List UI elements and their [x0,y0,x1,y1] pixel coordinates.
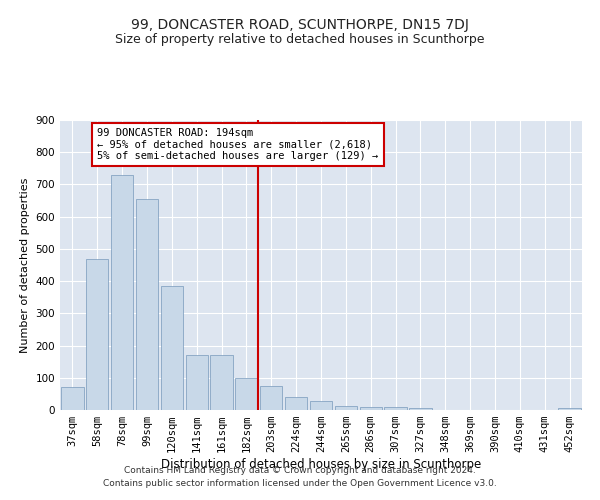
Bar [136,199,158,410]
Bar [111,175,133,410]
Bar [86,258,109,410]
Text: Contains HM Land Registry data © Crown copyright and database right 2024.
Contai: Contains HM Land Registry data © Crown c… [103,466,497,487]
Bar [161,286,183,410]
Text: Size of property relative to detached houses in Scunthorpe: Size of property relative to detached ho… [115,32,485,46]
Bar [559,408,581,410]
Text: 99 DONCASTER ROAD: 194sqm
← 95% of detached houses are smaller (2,618)
5% of sem: 99 DONCASTER ROAD: 194sqm ← 95% of detac… [97,128,379,162]
Bar [235,378,257,410]
Bar [285,397,307,410]
Bar [409,408,431,410]
Bar [260,386,283,410]
Bar [335,406,357,410]
Bar [385,407,407,410]
Bar [211,355,233,410]
Bar [359,407,382,410]
Bar [310,402,332,410]
Text: 99, DONCASTER ROAD, SCUNTHORPE, DN15 7DJ: 99, DONCASTER ROAD, SCUNTHORPE, DN15 7DJ [131,18,469,32]
Bar [61,388,83,410]
Y-axis label: Number of detached properties: Number of detached properties [20,178,30,352]
Bar [185,355,208,410]
X-axis label: Distribution of detached houses by size in Scunthorpe: Distribution of detached houses by size … [161,458,481,471]
